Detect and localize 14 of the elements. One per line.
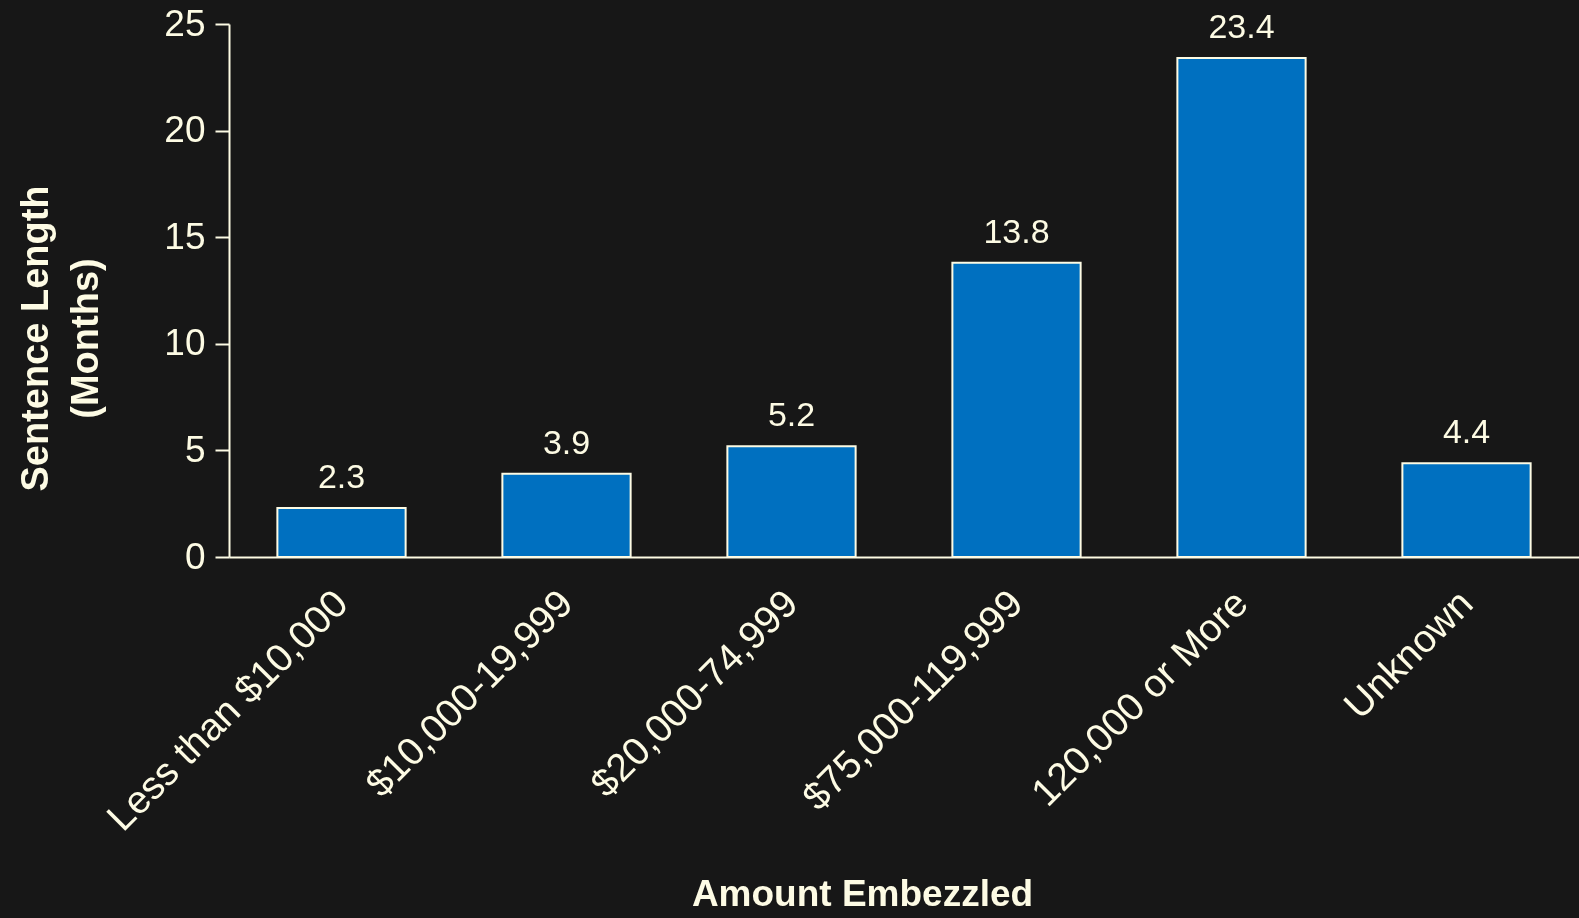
data-label: 2.3 [317, 456, 366, 495]
data-label: 13.8 [983, 211, 1050, 250]
x-axis-title: Amount Embezzled [691, 872, 1034, 914]
data-label: 4.4 [1442, 412, 1491, 451]
data-label: 3.9 [542, 422, 591, 461]
y-axis-title: Sentence Length (Months) [14, 185, 107, 492]
y-tick-label: 5 [184, 428, 206, 470]
y-tick-label: 20 [164, 109, 206, 151]
data-label: 5.2 [767, 395, 816, 434]
y-tick-label: 10 [164, 322, 206, 364]
y-tick-label: 0 [184, 535, 206, 577]
y-tick-label: 25 [164, 2, 206, 44]
y-tick-label: 15 [164, 215, 206, 257]
data-label: 23.4 [1208, 7, 1275, 46]
